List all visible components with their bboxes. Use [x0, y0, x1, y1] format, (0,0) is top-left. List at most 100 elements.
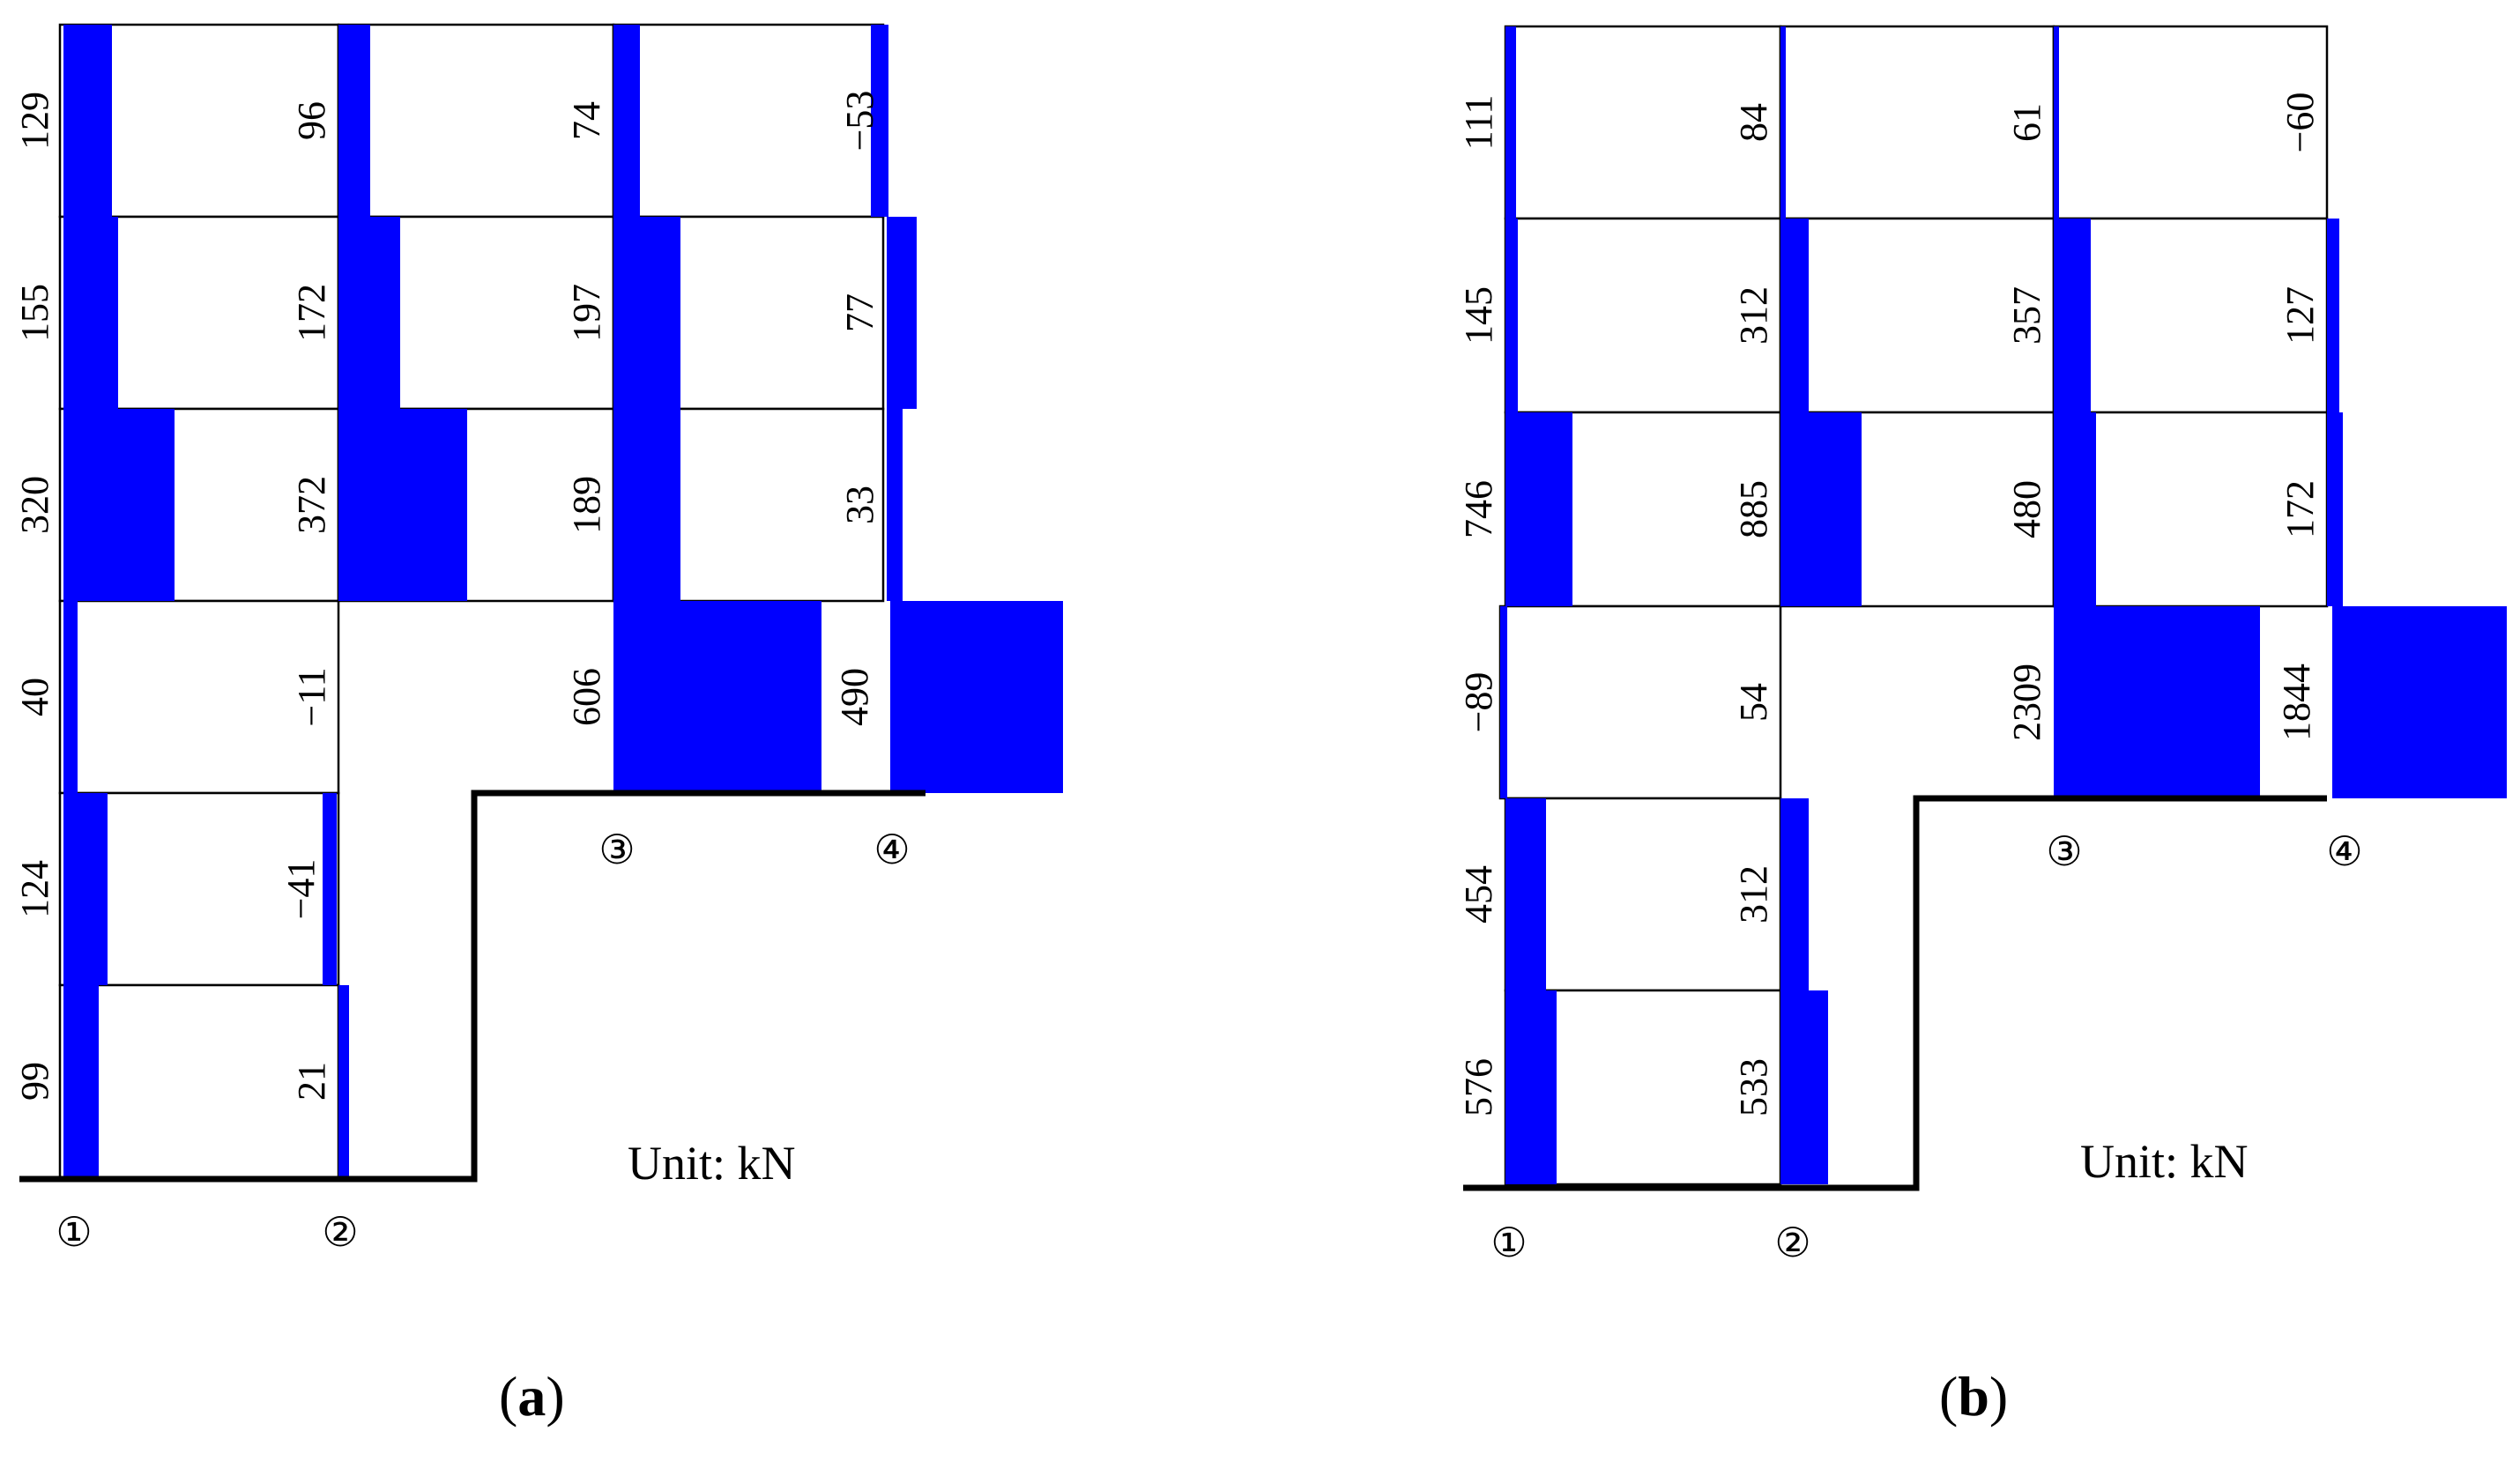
- bar-axis1-story6: [63, 25, 112, 217]
- bar-axis2-story1: [1780, 990, 1828, 1184]
- axis-marker-4: ④: [873, 827, 910, 872]
- value-label: 576: [1457, 1058, 1500, 1116]
- value-label: 320: [13, 476, 56, 534]
- bar-axis1-story4: [1505, 412, 1572, 606]
- value-label: 77: [838, 293, 881, 332]
- bar-axis3-story3: [613, 601, 821, 793]
- value-label: 312: [1732, 865, 1775, 923]
- value-labels-axis4: −60 127 172 1844: [2275, 93, 2322, 741]
- value-label: 197: [565, 284, 608, 342]
- value-labels-axis2: 96 172 372 −11 −41 21: [279, 101, 333, 1101]
- value-label: 606: [565, 668, 608, 726]
- panel-a: 129 155 320 40 124 99 96 172 372 −11 −41…: [0, 0, 1260, 1457]
- value-label: 84: [1732, 103, 1775, 142]
- bar-axis1-story1: [63, 985, 99, 1177]
- value-label: 40: [13, 678, 56, 716]
- value-label: 127: [2278, 286, 2322, 345]
- axis-marker-1: ①: [1490, 1220, 1527, 1265]
- bar-axis1-story6: [1505, 26, 1516, 219]
- bar-axis4-story4: [887, 409, 903, 601]
- bay: [1779, 25, 2055, 220]
- bar-axis2-story2: [1780, 798, 1809, 990]
- label-box: [821, 604, 887, 791]
- value-label: −89: [1457, 672, 1500, 733]
- panel-caption-b: (b): [1939, 1365, 2009, 1428]
- unit-label: Unit: kN: [628, 1137, 796, 1190]
- axis-marker-2: ②: [1774, 1220, 1810, 1265]
- panel-caption-a: (a): [499, 1365, 565, 1428]
- bay: [1498, 604, 1782, 800]
- value-label: −60: [2278, 93, 2322, 153]
- bar-axis4-story5: [2327, 219, 2339, 412]
- axis-marker-2: ②: [322, 1210, 358, 1255]
- value-label: 111: [1457, 95, 1500, 151]
- value-label: 124: [13, 860, 56, 918]
- force-bars: [1500, 26, 2507, 1184]
- bar-axis4-story4: [2327, 412, 2343, 606]
- bar-axis2-story5: [1780, 219, 1809, 412]
- bar-axis1-story4: [63, 409, 175, 601]
- bar-axis1-story5: [1505, 219, 1518, 412]
- value-labels-axis3: 74 197 189 606: [565, 101, 608, 726]
- bar-axis4-story3: [2332, 606, 2507, 798]
- force-bars: [63, 25, 1063, 1177]
- bar-axis3-story4: [2054, 412, 2096, 606]
- value-label: 1844: [2275, 664, 2318, 741]
- value-label: 357: [2005, 286, 2048, 345]
- value-label: 746: [1457, 480, 1500, 538]
- bar-axis3-story4: [613, 409, 680, 601]
- panel-a-diagram: 129 155 320 40 124 99 96 172 372 −11 −41…: [13, 23, 1063, 1255]
- bar-axis1-story3: [1500, 606, 1507, 798]
- value-label: 2309: [2005, 664, 2048, 741]
- value-label: 312: [1732, 286, 1775, 345]
- bay: [2052, 25, 2329, 220]
- bay: [1504, 797, 1782, 992]
- bay: [1779, 217, 2055, 414]
- value-label: −11: [290, 667, 333, 726]
- value-label: 454: [1457, 865, 1500, 923]
- value-label: 480: [2005, 480, 2048, 538]
- bar-axis3-story3: [2054, 606, 2260, 798]
- value-label: 490: [833, 668, 876, 726]
- value-label: 372: [290, 476, 333, 534]
- panel-b: 111 145 746 −89 454 576 84 312 885 54 31…: [1446, 0, 2520, 1457]
- bar-axis4-story3: [890, 601, 1063, 793]
- value-label: 33: [838, 486, 881, 524]
- axis-marker-1: ①: [56, 1210, 92, 1255]
- axis-marker-3: ③: [2046, 829, 2082, 874]
- unit-label: Unit: kN: [2080, 1135, 2249, 1188]
- bar-axis4-story6: [871, 25, 888, 217]
- bar-axis1-story1: [1505, 990, 1557, 1184]
- value-labels-axis4: −53 77 33 490: [833, 91, 881, 726]
- value-label: 99: [13, 1062, 56, 1101]
- axis-markers: ① ② ③ ④: [56, 827, 910, 1255]
- value-label: 21: [290, 1062, 333, 1101]
- value-label: 54: [1732, 683, 1775, 722]
- value-label: 172: [290, 284, 333, 342]
- value-labels-axis1: 111 145 746 −89 454 576: [1457, 95, 1500, 1116]
- bar-axis4-story5: [887, 217, 917, 409]
- bar-axis2-story6: [1780, 26, 1786, 219]
- value-label: −41: [279, 859, 323, 920]
- axis-marker-4: ④: [2326, 829, 2362, 874]
- value-label: 74: [565, 101, 608, 140]
- value-label: 129: [13, 92, 56, 150]
- bay: [1504, 25, 1782, 220]
- bay: [2052, 411, 2329, 608]
- bar-axis2-story2: [323, 793, 337, 985]
- bar-axis1-story2: [63, 793, 108, 985]
- ground-line: [1463, 795, 2327, 1191]
- value-labels-axis3: 61 357 480 2309: [2005, 103, 2048, 741]
- bar-axis1-story2: [1505, 798, 1546, 990]
- bar-axis1-story3: [63, 601, 78, 793]
- value-label: 172: [2278, 480, 2322, 538]
- axis-marker-3: ③: [598, 827, 635, 872]
- value-label: 145: [1457, 286, 1500, 345]
- bay: [2052, 217, 2329, 414]
- frame-bays: [1498, 25, 2329, 1186]
- bar-axis2-story1: [338, 985, 349, 1177]
- value-label: −53: [838, 91, 881, 152]
- bar-axis3-story5: [2054, 219, 2091, 412]
- bar-axis2-story5: [338, 217, 400, 409]
- axis-markers: ① ② ③ ④: [1490, 829, 2362, 1265]
